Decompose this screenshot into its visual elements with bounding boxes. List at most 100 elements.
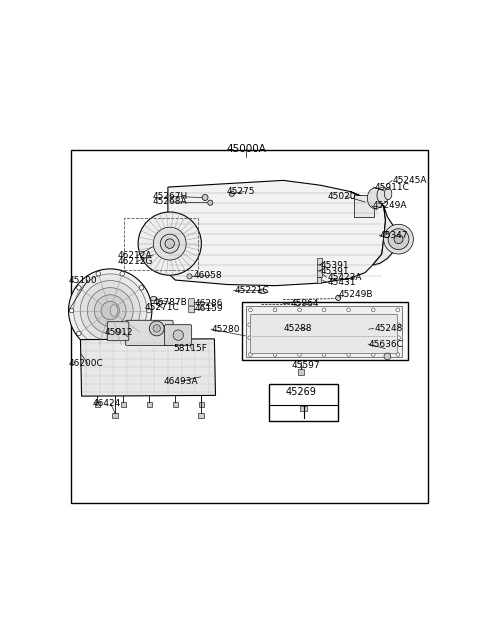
Circle shape (73, 274, 147, 347)
Circle shape (157, 302, 162, 306)
Bar (298, 369, 304, 376)
Bar (317, 277, 321, 283)
Bar (317, 258, 322, 265)
Bar (317, 271, 322, 277)
Text: 45275: 45275 (227, 187, 255, 196)
Circle shape (208, 200, 213, 205)
Circle shape (322, 308, 326, 312)
Circle shape (384, 353, 391, 359)
FancyBboxPatch shape (125, 320, 173, 345)
Circle shape (153, 227, 186, 260)
Text: 45249B: 45249B (338, 291, 373, 300)
Text: 45268A: 45268A (152, 197, 187, 206)
Circle shape (147, 309, 151, 312)
Circle shape (347, 352, 350, 356)
Bar (269, 385, 338, 421)
Circle shape (298, 308, 301, 312)
Circle shape (384, 224, 413, 254)
Circle shape (138, 212, 202, 275)
FancyBboxPatch shape (107, 322, 129, 341)
Text: 45636C: 45636C (369, 340, 404, 349)
Circle shape (139, 331, 144, 336)
Text: 45020: 45020 (328, 192, 356, 201)
Text: 45248: 45248 (374, 324, 403, 333)
Circle shape (273, 352, 277, 356)
Bar (147, 402, 152, 407)
Text: 46212G: 46212G (118, 257, 153, 266)
Text: 45269: 45269 (286, 388, 316, 397)
Bar (112, 413, 118, 419)
Circle shape (153, 325, 160, 332)
Circle shape (139, 285, 144, 290)
Circle shape (248, 323, 252, 327)
Text: 46787B: 46787B (152, 298, 187, 307)
Text: 45288: 45288 (283, 324, 312, 333)
Circle shape (384, 231, 390, 238)
Circle shape (96, 271, 100, 276)
Text: 46493A: 46493A (163, 377, 198, 386)
Text: 45100: 45100 (68, 276, 97, 285)
FancyBboxPatch shape (165, 325, 192, 345)
Text: 58115F: 58115F (173, 345, 207, 354)
Circle shape (372, 308, 375, 312)
Ellipse shape (258, 289, 267, 293)
Text: 45597: 45597 (291, 361, 320, 370)
Circle shape (77, 285, 81, 290)
Bar (246, 306, 402, 358)
Bar (120, 402, 126, 407)
Bar (198, 413, 204, 419)
Circle shape (120, 271, 124, 276)
Circle shape (187, 274, 192, 279)
Bar (300, 406, 307, 411)
Circle shape (77, 331, 81, 336)
Circle shape (95, 294, 126, 327)
Text: 45267H: 45267H (152, 192, 188, 201)
Circle shape (69, 309, 74, 312)
Bar (354, 195, 374, 217)
Ellipse shape (384, 188, 392, 200)
Circle shape (396, 352, 400, 356)
Polygon shape (350, 192, 398, 265)
Circle shape (202, 195, 208, 201)
Circle shape (396, 323, 400, 327)
Text: 46286: 46286 (195, 298, 223, 307)
Circle shape (396, 308, 400, 312)
Circle shape (273, 308, 277, 312)
Circle shape (298, 352, 301, 356)
Circle shape (372, 352, 375, 356)
Circle shape (249, 352, 252, 356)
Ellipse shape (377, 187, 389, 203)
Circle shape (249, 308, 252, 312)
Circle shape (87, 287, 133, 334)
FancyBboxPatch shape (189, 299, 195, 306)
Circle shape (388, 229, 409, 249)
Circle shape (101, 302, 120, 320)
Bar (317, 264, 322, 271)
Ellipse shape (110, 305, 118, 316)
Polygon shape (166, 181, 385, 285)
Text: 45431: 45431 (327, 278, 356, 287)
Ellipse shape (150, 296, 157, 301)
Text: 45391: 45391 (321, 267, 349, 276)
Circle shape (160, 234, 179, 253)
Circle shape (229, 191, 234, 196)
Circle shape (347, 308, 350, 312)
Circle shape (149, 321, 164, 336)
Bar (173, 402, 178, 407)
Circle shape (336, 295, 341, 300)
Ellipse shape (367, 188, 384, 208)
Text: 45245A: 45245A (393, 176, 427, 185)
Bar (251, 314, 397, 352)
Text: 45911C: 45911C (374, 183, 409, 192)
Text: 45391: 45391 (321, 262, 349, 271)
Circle shape (80, 280, 140, 341)
FancyBboxPatch shape (189, 306, 195, 312)
Text: 45347: 45347 (380, 231, 408, 240)
Circle shape (173, 330, 183, 340)
Circle shape (115, 329, 121, 334)
Bar (95, 402, 100, 407)
Circle shape (248, 336, 252, 340)
Polygon shape (81, 339, 216, 396)
Circle shape (69, 269, 152, 352)
Text: 46058: 46058 (194, 271, 223, 280)
